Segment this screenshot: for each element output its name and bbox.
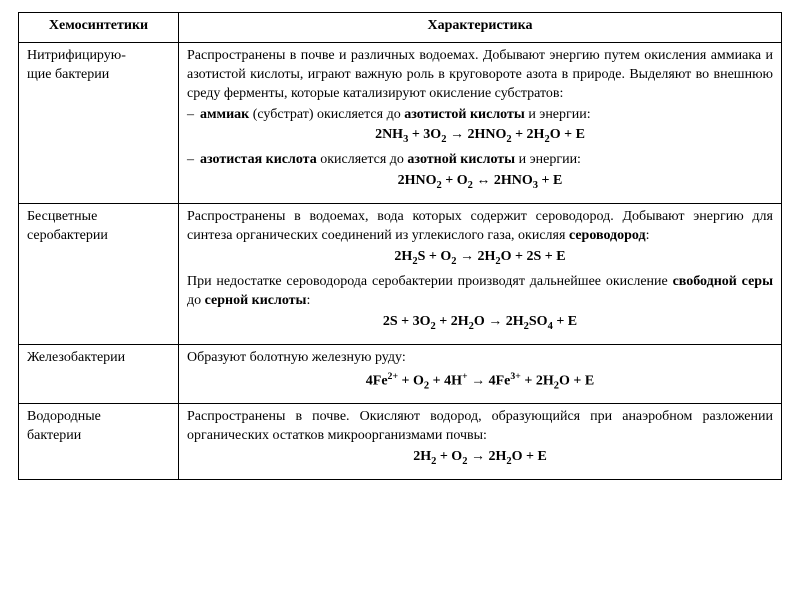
- row3-name: Железобактерии: [19, 344, 179, 404]
- page: Хемосинтетики Характеристика Нитрифициру…: [0, 0, 800, 492]
- header-col1: Хемосинтетики: [19, 13, 179, 43]
- row2-name: Бесцветныесеробактерии: [19, 204, 179, 345]
- row1-content: Распространены в почве и различных водое…: [179, 42, 782, 203]
- row1-bullet2: – азотистая кислота окисляется до азотно…: [187, 151, 773, 170]
- row1-f1: 2NH3 + 3O2 → 2HNO2 + 2H2O + E: [187, 126, 773, 147]
- row4-name: Водородныебактерии: [19, 404, 179, 480]
- row2-p1: Распространены в водоемах, вода которых …: [187, 208, 773, 246]
- row1-b1: аммиак (субстрат) окисляется до азотисто…: [200, 106, 773, 125]
- table-row: Водородныебактерии Распространены в почв…: [19, 404, 782, 480]
- row3-p1: Образуют болотную железную руду:: [187, 349, 773, 368]
- row1-p1: Распространены в почве и различных водое…: [187, 47, 773, 104]
- row4-f1: 2H2 + O2 → 2H2O + E: [187, 448, 773, 469]
- row1-name: Нитрифицирую-щие бактерии: [19, 42, 179, 203]
- row3-f1: 4Fe2+ + O2 + 4H+ → 4Fe3+ + 2H2O + E: [187, 370, 773, 394]
- row4-p1: Распространены в почве. Окисляют водород…: [187, 408, 773, 446]
- dash-icon: –: [187, 151, 200, 170]
- dash-icon: –: [187, 106, 200, 125]
- row1-b2: азотистая кислота окисляется до азотной …: [200, 151, 773, 170]
- chemosynthesis-table: Хемосинтетики Характеристика Нитрифициру…: [18, 12, 782, 480]
- table-row: Бесцветныесеробактерии Распространены в …: [19, 204, 782, 345]
- row4-content: Распространены в почве. Окисляют водород…: [179, 404, 782, 480]
- header-col2: Характеристика: [179, 13, 782, 43]
- table-header-row: Хемосинтетики Характеристика: [19, 13, 782, 43]
- table-row: Железобактерии Образуют болотную железну…: [19, 344, 782, 404]
- row1-bullet1: – аммиак (субстрат) окисляется до азотис…: [187, 106, 773, 125]
- row2-p2: При недостатке сероводорода серобактерии…: [187, 273, 773, 311]
- table-row: Нитрифицирую-щие бактерии Распространены…: [19, 42, 782, 203]
- row3-content: Образуют болотную железную руду: 4Fe2+ +…: [179, 344, 782, 404]
- row2-f2: 2S + 3O2 + 2H2O → 2H2SO4 + E: [187, 313, 773, 334]
- row2-content: Распространены в водоемах, вода которых …: [179, 204, 782, 345]
- row1-f2: 2HNO2 + O2 ↔ 2HNO3 + E: [187, 172, 773, 193]
- row2-f1: 2H2S + O2 → 2H2O + 2S + E: [187, 248, 773, 269]
